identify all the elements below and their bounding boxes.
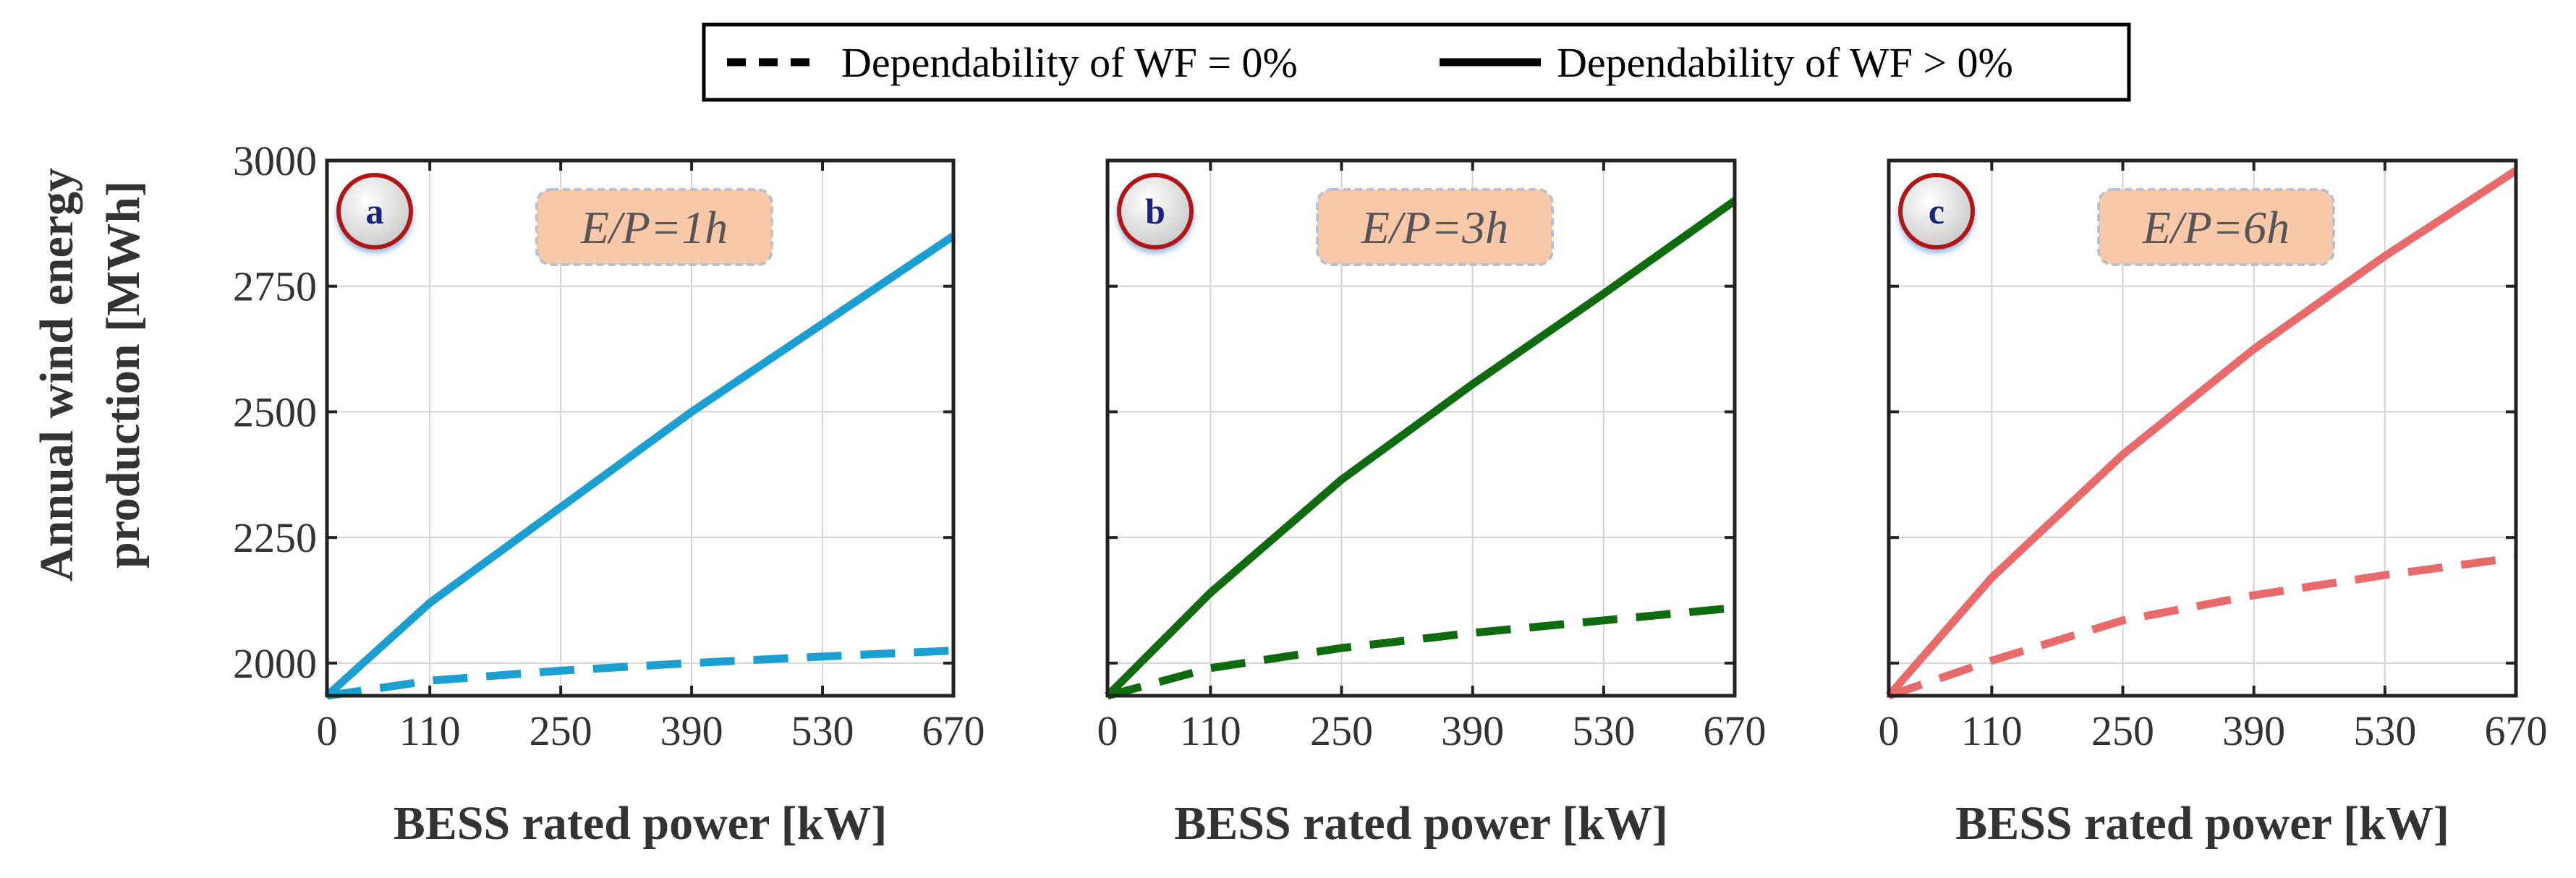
x-tick-label: 250 — [1310, 707, 1373, 754]
x-tick-label: 670 — [1704, 707, 1767, 754]
x-axis-label: BESS rated power [kW] — [1174, 797, 1668, 850]
x-tick-label: 0 — [1097, 707, 1118, 754]
annotation-label: E/P=3h — [1361, 202, 1508, 253]
panel-badge-label: c — [1929, 191, 1944, 231]
x-tick-label: 110 — [1961, 707, 2023, 754]
x-tick-label: 390 — [1441, 707, 1504, 754]
panel-badge — [1117, 173, 1194, 250]
x-tick-label: 250 — [530, 707, 592, 754]
y-axis-label-line2: production [MWh] — [97, 181, 150, 568]
y-axis-label-line1: Annual wind energy — [30, 168, 83, 581]
panel-badge-label: b — [1145, 191, 1165, 231]
x-tick-label: 0 — [1879, 707, 1900, 754]
series-line-dependability-gt-0 — [1885, 167, 2519, 699]
legend-box — [702, 22, 2131, 102]
plot-frame — [1105, 158, 1737, 698]
annotation-box — [2097, 188, 2335, 266]
plot-frame — [325, 158, 956, 698]
annotation-label: E/P=1h — [580, 202, 728, 253]
x-tick-label: 390 — [2222, 707, 2285, 754]
annotation-label: E/P=6h — [2142, 202, 2290, 253]
panels: 0 110 250 390 530 67020002250250027503000BESS… — [233, 137, 2548, 850]
panel-c: 0 110 250 390 530 670 BESS rated power [kW] c E/… — [1879, 158, 2548, 850]
plot-frame — [1887, 158, 2518, 698]
legend-label-solid: Dependability of WF > 0% — [1557, 39, 2013, 86]
x-tick-label: 530 — [1572, 707, 1635, 754]
x-tick-label: 670 — [922, 707, 985, 754]
y-tick-label: 2000 — [233, 640, 317, 687]
series-line-dependability-0 — [326, 647, 954, 700]
x-axis-label: BESS rated power [kW] — [1955, 797, 2449, 850]
x-tick-label: 390 — [660, 707, 723, 754]
annotation-box — [535, 188, 773, 266]
x-tick-label: 0 — [317, 707, 338, 754]
x-tick-label: 530 — [791, 707, 854, 754]
series-line-dependability-gt-0 — [1105, 197, 1738, 699]
y-tick-label: 3000 — [233, 137, 317, 184]
panel-badge — [336, 173, 413, 250]
panel-badge-label: a — [366, 191, 384, 231]
legend: Dependability of WF = 0% Dependability o… — [702, 22, 2131, 102]
x-tick-label: 530 — [2353, 707, 2416, 754]
y-tick-label: 2250 — [233, 514, 317, 561]
y-tick-label: 2500 — [233, 388, 317, 435]
annotation-box — [1316, 188, 1554, 266]
panel-a: 0 110 250 390 530 670 2000 2250 2500 2750 3000 BESS… — [233, 137, 985, 850]
x-tick-label: 250 — [2091, 707, 2154, 754]
x-tick-label: 110 — [399, 707, 461, 754]
panel-b: 0 110 250 390 530 670 BESS rated power [kW] b E/… — [1097, 158, 1767, 850]
x-axis-label: BESS rated power [kW] — [394, 797, 888, 850]
panel-badge — [1898, 173, 1975, 250]
x-tick-label: 110 — [1180, 707, 1241, 754]
series-line-dependability-gt-0 — [324, 232, 956, 699]
x-tick-label: 670 — [2485, 707, 2548, 754]
legend-label-dashed: Dependability of WF = 0% — [841, 39, 1298, 86]
y-tick-label: 2750 — [233, 263, 317, 310]
